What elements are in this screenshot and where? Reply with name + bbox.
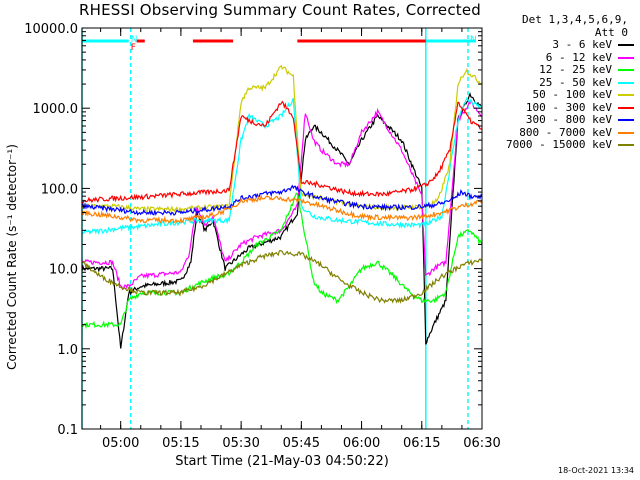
flag-label-n-0: N — [131, 35, 138, 45]
legend-entry: 7000 - 15000 keV — [486, 138, 636, 152]
legend-entry: 50 - 100 keV — [486, 88, 636, 102]
legend-swatch — [618, 94, 634, 97]
legend-label: 50 - 100 keV — [532, 88, 612, 101]
legend-label: 12 - 25 keV — [539, 63, 612, 76]
series-line-25-50-kev — [81, 96, 483, 236]
series-line-100-300-kev — [81, 100, 482, 204]
legend-swatch — [618, 131, 634, 134]
series-line-50-100-kev — [81, 64, 483, 214]
legend-attenuator: Att 0 — [594, 25, 628, 39]
legend-label: 3 - 6 keV — [552, 38, 612, 51]
legend-label: 800 - 7000 keV — [519, 125, 612, 139]
series-line-7000-15000-kev — [81, 249, 483, 304]
legend-entry: 800 - 7000 keV — [486, 125, 636, 140]
legend-swatch — [618, 69, 634, 72]
legend-swatch — [618, 56, 634, 59]
flag-label-f-2: F — [131, 43, 136, 53]
y-tick-label: 10.0 — [49, 263, 78, 278]
legend-label: 7000 - 15000 keV — [506, 138, 612, 151]
y-axis-title: Corrected Count Rate (s⁻¹ detector⁻¹) — [5, 144, 19, 370]
legend-entry: 100 - 300 keV — [486, 100, 636, 115]
legend-entry: 12 - 25 keV — [486, 63, 636, 77]
x-tick-label: 06:30 — [463, 436, 500, 451]
x-tick-label: 06:00 — [343, 436, 380, 451]
legend-swatch — [618, 81, 634, 84]
legend-swatch — [618, 144, 634, 147]
x-tick-label: 05:00 — [102, 436, 139, 451]
legend-entry: 300 - 800 keV — [486, 113, 636, 127]
x-axis-title: Start Time (21-May-03 04:50:22) — [175, 454, 389, 469]
y-tick-label: 1.0 — [57, 343, 78, 358]
legend-detectors: Det 1,3,4,5,6,9, — [522, 13, 628, 26]
series-line-3-6-kev — [81, 91, 483, 349]
x-tick-label: 05:45 — [283, 436, 320, 451]
timestamp: 18-Oct-2021 13:34 — [558, 466, 634, 475]
legend-swatch — [618, 119, 634, 122]
y-tick-label: 0.1 — [57, 423, 78, 438]
legend-label: 100 - 300 keV — [525, 100, 612, 114]
legend-label: 300 - 800 keV — [525, 113, 612, 126]
x-tick-label: 05:15 — [162, 436, 199, 451]
legend: Det 1,3,4,5,6,9, Att 0 3 - 6 keV 6 - 12 k… — [486, 13, 636, 152]
legend-label: 6 - 12 keV — [545, 50, 612, 64]
flag-label-n-1: N — [470, 35, 477, 45]
legend-swatch — [618, 44, 634, 47]
legend-label: 25 - 50 keV — [539, 75, 612, 89]
y-tick-label: 1000.0 — [33, 102, 79, 117]
series-line-300-800-kev — [82, 184, 483, 216]
y-tick-label: 10000.0 — [24, 22, 78, 37]
y-tick-label: 100.0 — [41, 182, 78, 197]
legend-entry: 6 - 12 keV — [486, 50, 636, 65]
series-line-800-7000-kev — [81, 194, 483, 224]
x-tick-label: 05:30 — [222, 436, 259, 451]
plot-frame — [81, 27, 483, 430]
legend-entry: 3 - 6 keV — [486, 38, 636, 52]
legend-swatch — [618, 106, 634, 109]
x-tick-label: 06:15 — [403, 436, 440, 451]
chart-title: RHESSI Observing Summary Count Rates, Co… — [78, 1, 481, 19]
legend-entry: 25 - 50 keV — [486, 75, 636, 90]
